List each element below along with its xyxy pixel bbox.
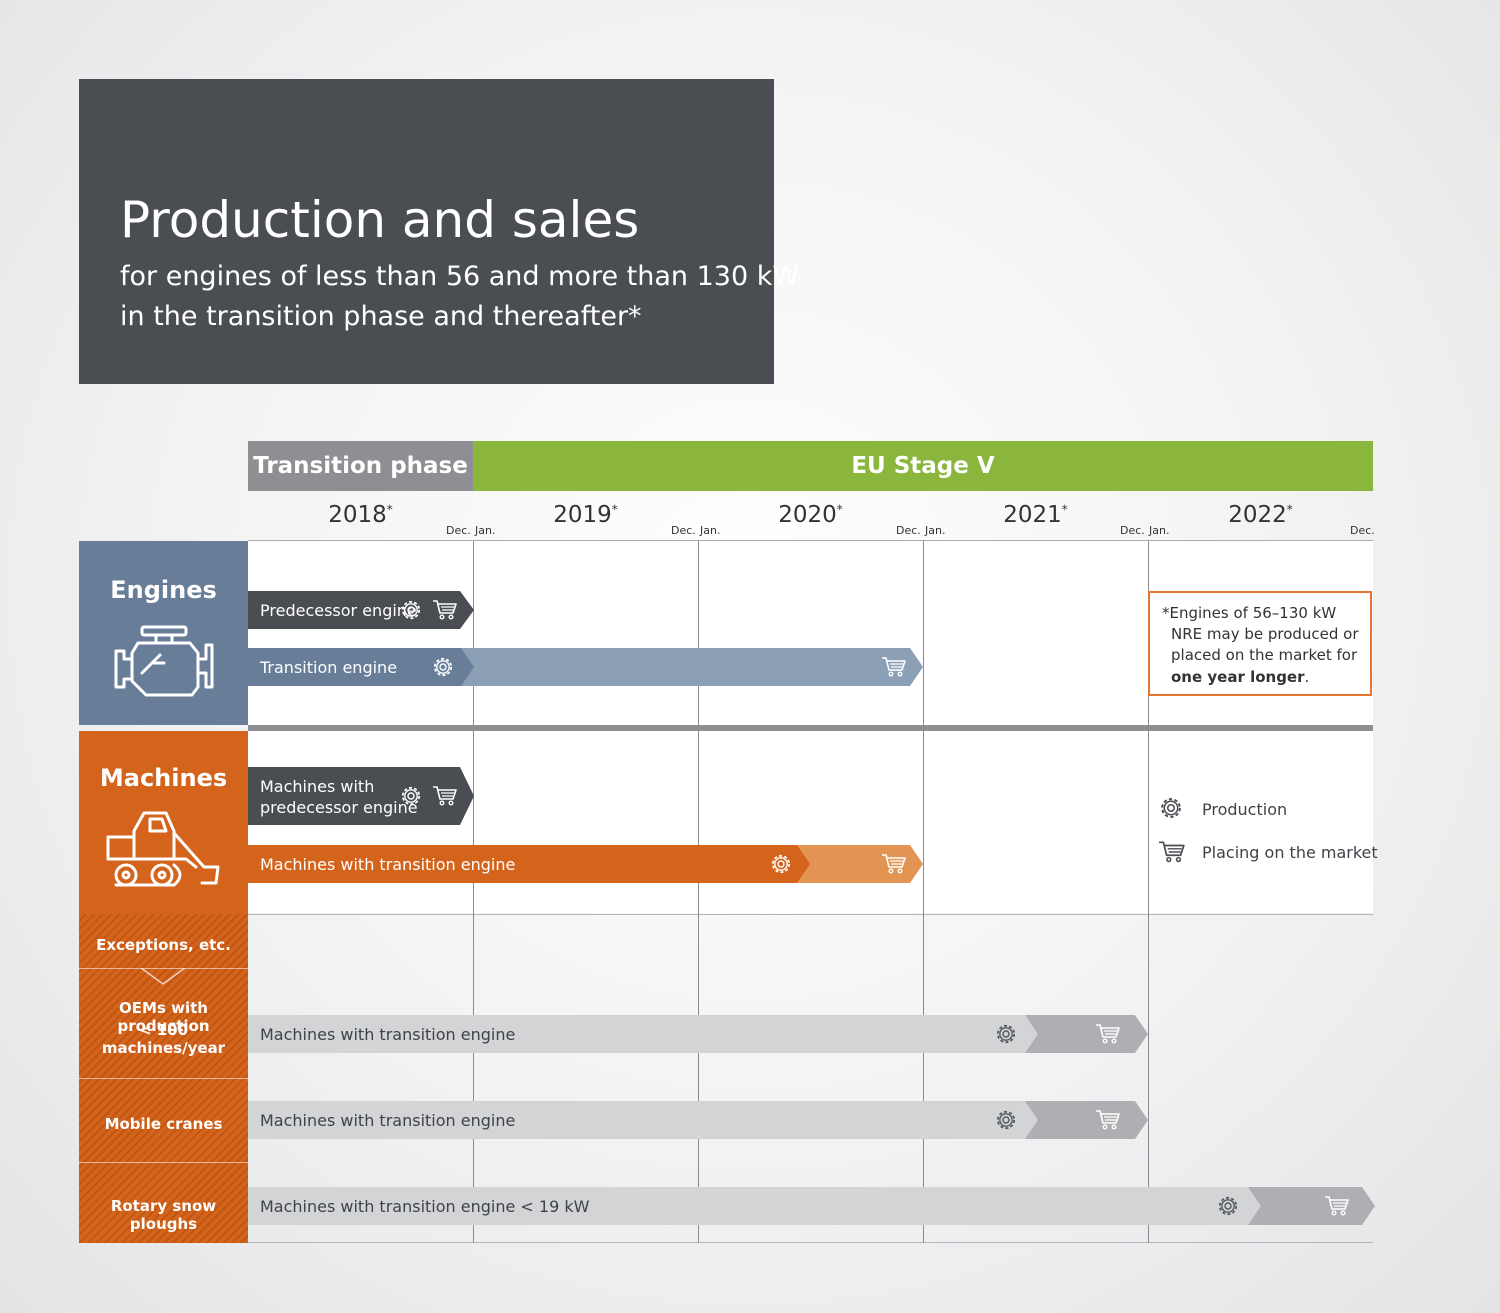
exceptions-separator bbox=[79, 968, 248, 969]
cart-icon bbox=[432, 785, 458, 807]
transition-engine-market-bar bbox=[461, 648, 910, 686]
cranes-bar-chevron bbox=[1025, 1101, 1038, 1139]
gear-icon bbox=[399, 784, 423, 808]
machines-label: Machines bbox=[99, 764, 228, 792]
gear-icon bbox=[431, 655, 455, 679]
month-dec-2018: Dec. bbox=[446, 524, 471, 537]
machines-exceptions-divider bbox=[248, 914, 1373, 915]
exceptions-label: Exceptions, etc. bbox=[96, 936, 231, 954]
rotary-snow-ploughs-label: Rotary snow ploughs bbox=[110, 1197, 217, 1233]
machines-category: Machines bbox=[79, 731, 248, 914]
oem-bar-tip bbox=[1135, 1015, 1148, 1053]
page-subtitle-line2: in the transition phase and thereafter* bbox=[120, 301, 642, 332]
transition-engine-label: Transition engine bbox=[260, 658, 398, 677]
ploughs-bar-chevron bbox=[1248, 1187, 1261, 1225]
grid-top-line bbox=[248, 540, 1373, 541]
legend-cart-icon bbox=[1158, 840, 1186, 864]
cranes-ploughs-separator bbox=[79, 1162, 248, 1163]
transition-engine-bar-chevron bbox=[461, 648, 474, 686]
predecessor-engine-bar bbox=[248, 591, 460, 629]
machines-predecessor-label-line2: predecessor engine bbox=[260, 798, 418, 817]
page-title: Production and sales bbox=[120, 191, 640, 249]
transition-engine-bar-tip bbox=[910, 648, 923, 686]
month-jan-2022: Jan. bbox=[1149, 524, 1170, 537]
footnote-box: *Engines of 56–130 kW NRE may be produce… bbox=[1148, 591, 1372, 696]
ploughs-bar-label: Machines with transition engine < 19 kW bbox=[260, 1197, 590, 1216]
month-jan-2019: Jan. bbox=[475, 524, 496, 537]
cart-icon bbox=[1095, 1023, 1121, 1045]
eu-stage-v-header: EU Stage V bbox=[473, 441, 1373, 491]
grid-line-2022 bbox=[1148, 541, 1149, 1243]
gear-icon bbox=[994, 1108, 1018, 1132]
month-dec-2020: Dec. bbox=[896, 524, 921, 537]
engine-icon bbox=[114, 625, 214, 697]
engines-category: Engines bbox=[79, 541, 248, 725]
year-2021: 2021* bbox=[1003, 502, 1068, 528]
month-dec-2021: Dec. bbox=[1120, 524, 1145, 537]
cart-icon bbox=[1324, 1195, 1350, 1217]
year-2020: 2020* bbox=[778, 502, 843, 528]
predecessor-engine-label: Predecessor engine bbox=[260, 601, 417, 620]
gear-icon bbox=[399, 598, 423, 622]
machines-predecessor-bar bbox=[248, 767, 460, 825]
cart-icon bbox=[432, 599, 458, 621]
footnote-line3: placed on the market for bbox=[1171, 646, 1358, 664]
exceptions-pointer bbox=[141, 968, 185, 985]
legend-production-label: Production bbox=[1202, 800, 1288, 819]
cart-icon bbox=[1095, 1109, 1121, 1131]
year-2019: 2019* bbox=[553, 502, 618, 528]
engines-label: Engines bbox=[110, 576, 217, 604]
cranes-bar-label: Machines with transition engine bbox=[260, 1111, 516, 1130]
cranes-bar-tip bbox=[1135, 1101, 1148, 1139]
cart-icon bbox=[881, 853, 907, 875]
page-subtitle-line1: for engines of less than 56 and more tha… bbox=[120, 261, 800, 292]
oem-label-line1: OEMs with production bbox=[117, 999, 210, 1035]
engines-machines-divider bbox=[248, 725, 1373, 731]
oem-label-line2: < 100 machines/year bbox=[101, 1021, 226, 1057]
skid-steer-icon bbox=[106, 811, 220, 887]
oem-production-bar bbox=[248, 1015, 1025, 1053]
gear-icon bbox=[769, 852, 793, 876]
machines-predecessor-label-line1: Machines with bbox=[260, 777, 375, 796]
mobile-cranes-label: Mobile cranes bbox=[104, 1115, 223, 1133]
footnote-line4: one year longer. bbox=[1171, 668, 1310, 686]
footnote-line2: NRE may be produced or bbox=[1171, 625, 1359, 643]
year-2018: 2018* bbox=[328, 502, 393, 528]
oem-cranes-separator bbox=[79, 1078, 248, 1079]
grid-bottom-line bbox=[248, 1242, 1373, 1243]
cranes-production-bar bbox=[248, 1101, 1025, 1139]
gear-icon bbox=[994, 1022, 1018, 1046]
cart-icon bbox=[881, 656, 907, 678]
grid-line-2019 bbox=[473, 541, 474, 1243]
grid-line-2020 bbox=[698, 541, 699, 1243]
oem-bar-chevron bbox=[1025, 1015, 1038, 1053]
predecessor-engine-bar-tip bbox=[460, 591, 474, 629]
machines-transition-production-bar bbox=[248, 845, 797, 883]
machines-predecessor-bar-tip bbox=[460, 767, 474, 825]
footnote-line1: *Engines of 56–130 kW bbox=[1162, 604, 1337, 622]
ploughs-bar-tip bbox=[1362, 1187, 1375, 1225]
machines-transition-bar-tip bbox=[910, 845, 923, 883]
transition-engine-production-bar bbox=[248, 648, 461, 686]
title-box: Production and sales for engines of less… bbox=[79, 79, 799, 384]
month-dec-2019: Dec. bbox=[671, 524, 696, 537]
month-jan-2020: Jan. bbox=[700, 524, 721, 537]
month-jan-2021: Jan. bbox=[925, 524, 946, 537]
machines-transition-label: Machines with transition engine bbox=[260, 855, 516, 874]
month-dec-2022: Dec. bbox=[1350, 524, 1375, 537]
oem-bar-label: Machines with transition engine bbox=[260, 1025, 516, 1044]
gear-icon bbox=[1216, 1194, 1240, 1218]
ploughs-production-bar bbox=[248, 1187, 1248, 1225]
legend-gear-icon bbox=[1158, 795, 1184, 821]
grid-line-2021 bbox=[923, 541, 924, 1243]
year-2022: 2022* bbox=[1228, 502, 1293, 528]
legend-market-label: Placing on the market bbox=[1202, 843, 1378, 862]
machines-transition-bar-chevron bbox=[797, 845, 810, 883]
transition-phase-header: Transition phase bbox=[248, 441, 473, 491]
